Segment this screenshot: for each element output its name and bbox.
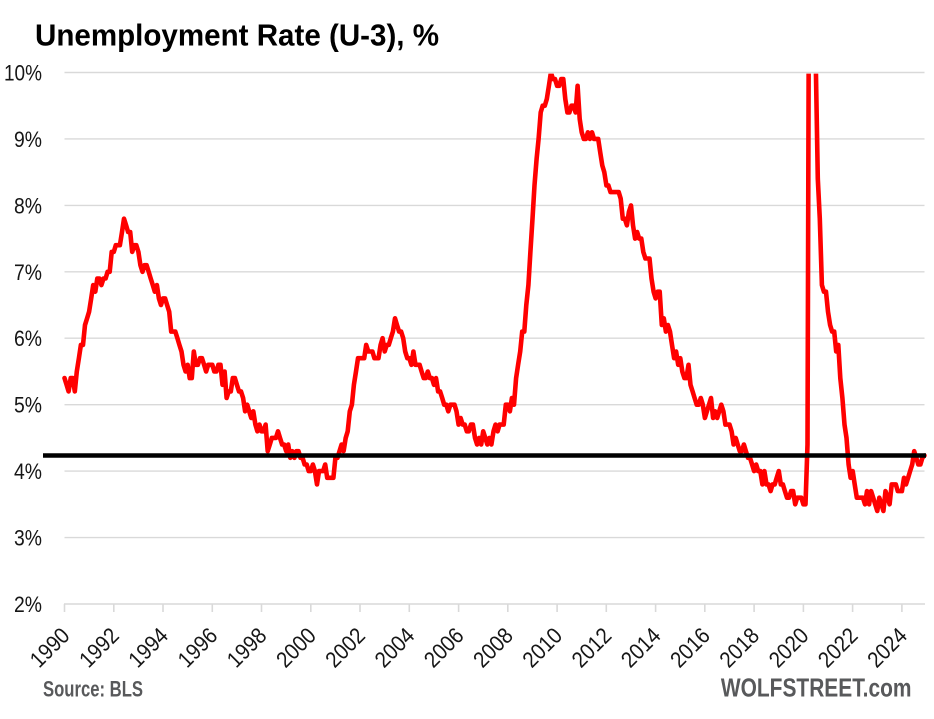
svg-text:Unemployment Rate (U-3), %: Unemployment Rate (U-3), % xyxy=(35,17,439,52)
svg-text:7%: 7% xyxy=(14,260,42,285)
svg-text:2%: 2% xyxy=(14,592,42,617)
svg-text:6%: 6% xyxy=(14,326,42,351)
svg-text:10%: 10% xyxy=(4,61,42,86)
svg-text:3%: 3% xyxy=(14,526,42,551)
svg-text:WOLFSTREET.com: WOLFSTREET.com xyxy=(721,673,912,703)
svg-text:8%: 8% xyxy=(14,193,42,218)
svg-text:5%: 5% xyxy=(14,393,42,418)
svg-text:4%: 4% xyxy=(14,459,42,484)
svg-text:Source: BLS: Source: BLS xyxy=(43,677,143,702)
svg-text:9%: 9% xyxy=(14,127,42,152)
